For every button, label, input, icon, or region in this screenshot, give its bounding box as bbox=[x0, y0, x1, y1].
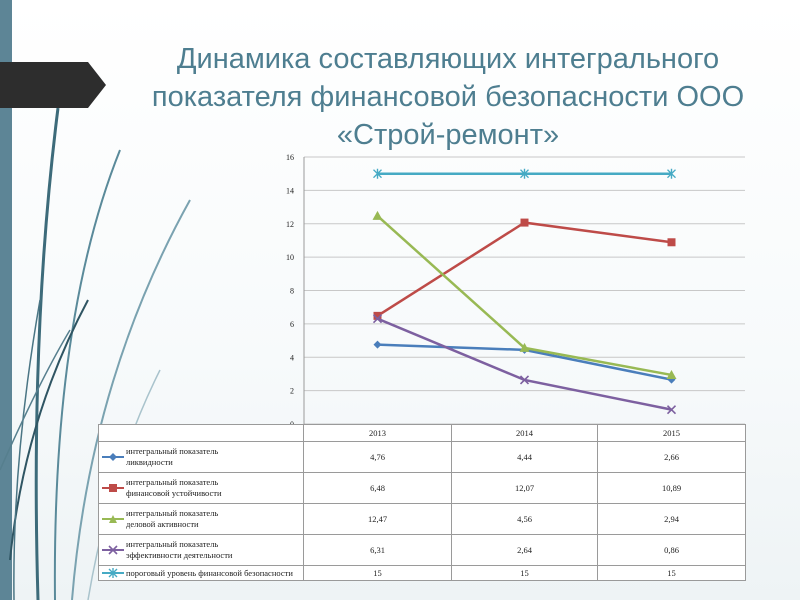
table-value-cell: 15 bbox=[597, 565, 746, 581]
deco-curve bbox=[0, 329, 71, 471]
table-value-cell: 12,47 bbox=[303, 503, 452, 535]
series-label-line: интегральный показатель bbox=[126, 539, 219, 549]
y-tick-label: 8 bbox=[290, 287, 294, 296]
data-point bbox=[520, 168, 529, 179]
series-label-line: финансовой устойчивости bbox=[126, 488, 222, 498]
y-tick-label: 14 bbox=[286, 186, 294, 195]
data-point bbox=[372, 314, 383, 324]
table-value-cell: 15 bbox=[303, 565, 452, 581]
legend-marker-diamond-icon bbox=[102, 452, 124, 462]
data-point bbox=[667, 168, 676, 179]
data-point bbox=[373, 340, 382, 349]
series-label-line: интегральный показатель bbox=[126, 508, 219, 518]
data-point bbox=[666, 405, 677, 415]
series-label-cell: пороговый уровень финансовой безопасност… bbox=[98, 565, 304, 581]
table-value-cell: 10,89 bbox=[597, 472, 746, 504]
data-point bbox=[372, 210, 383, 220]
table-value-cell: 6,48 bbox=[303, 472, 452, 504]
table-header-year: 2015 bbox=[597, 424, 746, 442]
table-row-activity: интегральный показатель деловой активнос… bbox=[98, 503, 746, 535]
legend-marker-star-icon bbox=[102, 568, 124, 578]
table-header-year: 2013 bbox=[303, 424, 452, 442]
series-label-line: эффективности деятельности bbox=[126, 550, 233, 560]
data-point bbox=[519, 342, 530, 352]
y-tick-label: 12 bbox=[286, 220, 294, 229]
table-row-threshold: пороговый уровень финансовой безопасност… bbox=[98, 565, 746, 581]
series-line bbox=[377, 317, 672, 411]
series-label-cell: интегральный показатель эффективности де… bbox=[98, 534, 304, 566]
series-label-cell: интегральный показатель финансовой устой… bbox=[98, 472, 304, 504]
table-value-cell: 4,56 bbox=[451, 503, 598, 535]
series-label-line: пороговый уровень финансовой безопасност… bbox=[126, 567, 293, 578]
y-tick-label: 16 bbox=[286, 153, 294, 162]
data-point bbox=[666, 369, 677, 379]
legend-marker-triangle-icon bbox=[102, 514, 124, 524]
table-value-cell: 2,64 bbox=[451, 534, 598, 566]
deco-curve bbox=[34, 107, 60, 600]
chart-data-table: 2013 2014 2015 интегральный показатель л… bbox=[98, 424, 746, 581]
legend-marker-square-icon bbox=[102, 483, 124, 493]
series-label-cell: интегральный показатель ликвидности bbox=[98, 441, 304, 473]
table-row-stability: интегральный показатель финансовой устой… bbox=[98, 472, 746, 504]
series-label-line: ликвидности bbox=[126, 457, 173, 467]
table-row-liquidity: интегральный показатель ликвидности 4,76… bbox=[98, 441, 746, 473]
legend-marker-x-icon bbox=[102, 545, 124, 555]
table-value-cell: 2,94 bbox=[597, 503, 746, 535]
data-point bbox=[373, 311, 382, 320]
data-point bbox=[519, 375, 530, 385]
table-value-cell: 6,31 bbox=[303, 534, 452, 566]
y-axis-ticks: 0246810121416 bbox=[286, 153, 294, 429]
table-header-row: 2013 2014 2015 bbox=[98, 424, 746, 442]
gridlines bbox=[303, 156, 745, 425]
table-corner-cell bbox=[98, 424, 304, 442]
table-value-cell: 2,66 bbox=[597, 441, 746, 473]
y-tick-label: 6 bbox=[290, 320, 294, 329]
data-point bbox=[667, 238, 676, 247]
series-label-line: интегральный показатель bbox=[126, 446, 219, 456]
series-label-cell: интегральный показатель деловой активнос… bbox=[98, 503, 304, 535]
y-tick-label: 10 bbox=[286, 253, 294, 262]
data-point bbox=[373, 168, 382, 179]
table-header-year: 2014 bbox=[451, 424, 598, 442]
title-arrow-shape bbox=[0, 62, 106, 108]
table-value-cell: 0,86 bbox=[597, 534, 746, 566]
table-value-cell: 15 bbox=[451, 565, 598, 581]
y-tick-label: 4 bbox=[290, 353, 294, 362]
series-lines bbox=[372, 168, 677, 415]
deco-curve bbox=[53, 149, 121, 600]
deco-curve bbox=[71, 199, 191, 600]
y-tick-label: 2 bbox=[290, 387, 294, 396]
table-value-cell: 12,07 bbox=[451, 472, 598, 504]
table-value-cell: 4,76 bbox=[303, 441, 452, 473]
deco-curve bbox=[13, 299, 41, 600]
series-line bbox=[376, 221, 672, 317]
data-point bbox=[520, 218, 529, 227]
table-row-efficiency: интегральный показатель эффективности де… bbox=[98, 534, 746, 566]
slide-title: Динамика составляющих интегрального пока… bbox=[151, 43, 745, 151]
series-label-line: интегральный показатель bbox=[126, 477, 219, 487]
series-label-line: деловой активности bbox=[126, 519, 199, 529]
table-value-cell: 4,44 bbox=[451, 441, 598, 473]
